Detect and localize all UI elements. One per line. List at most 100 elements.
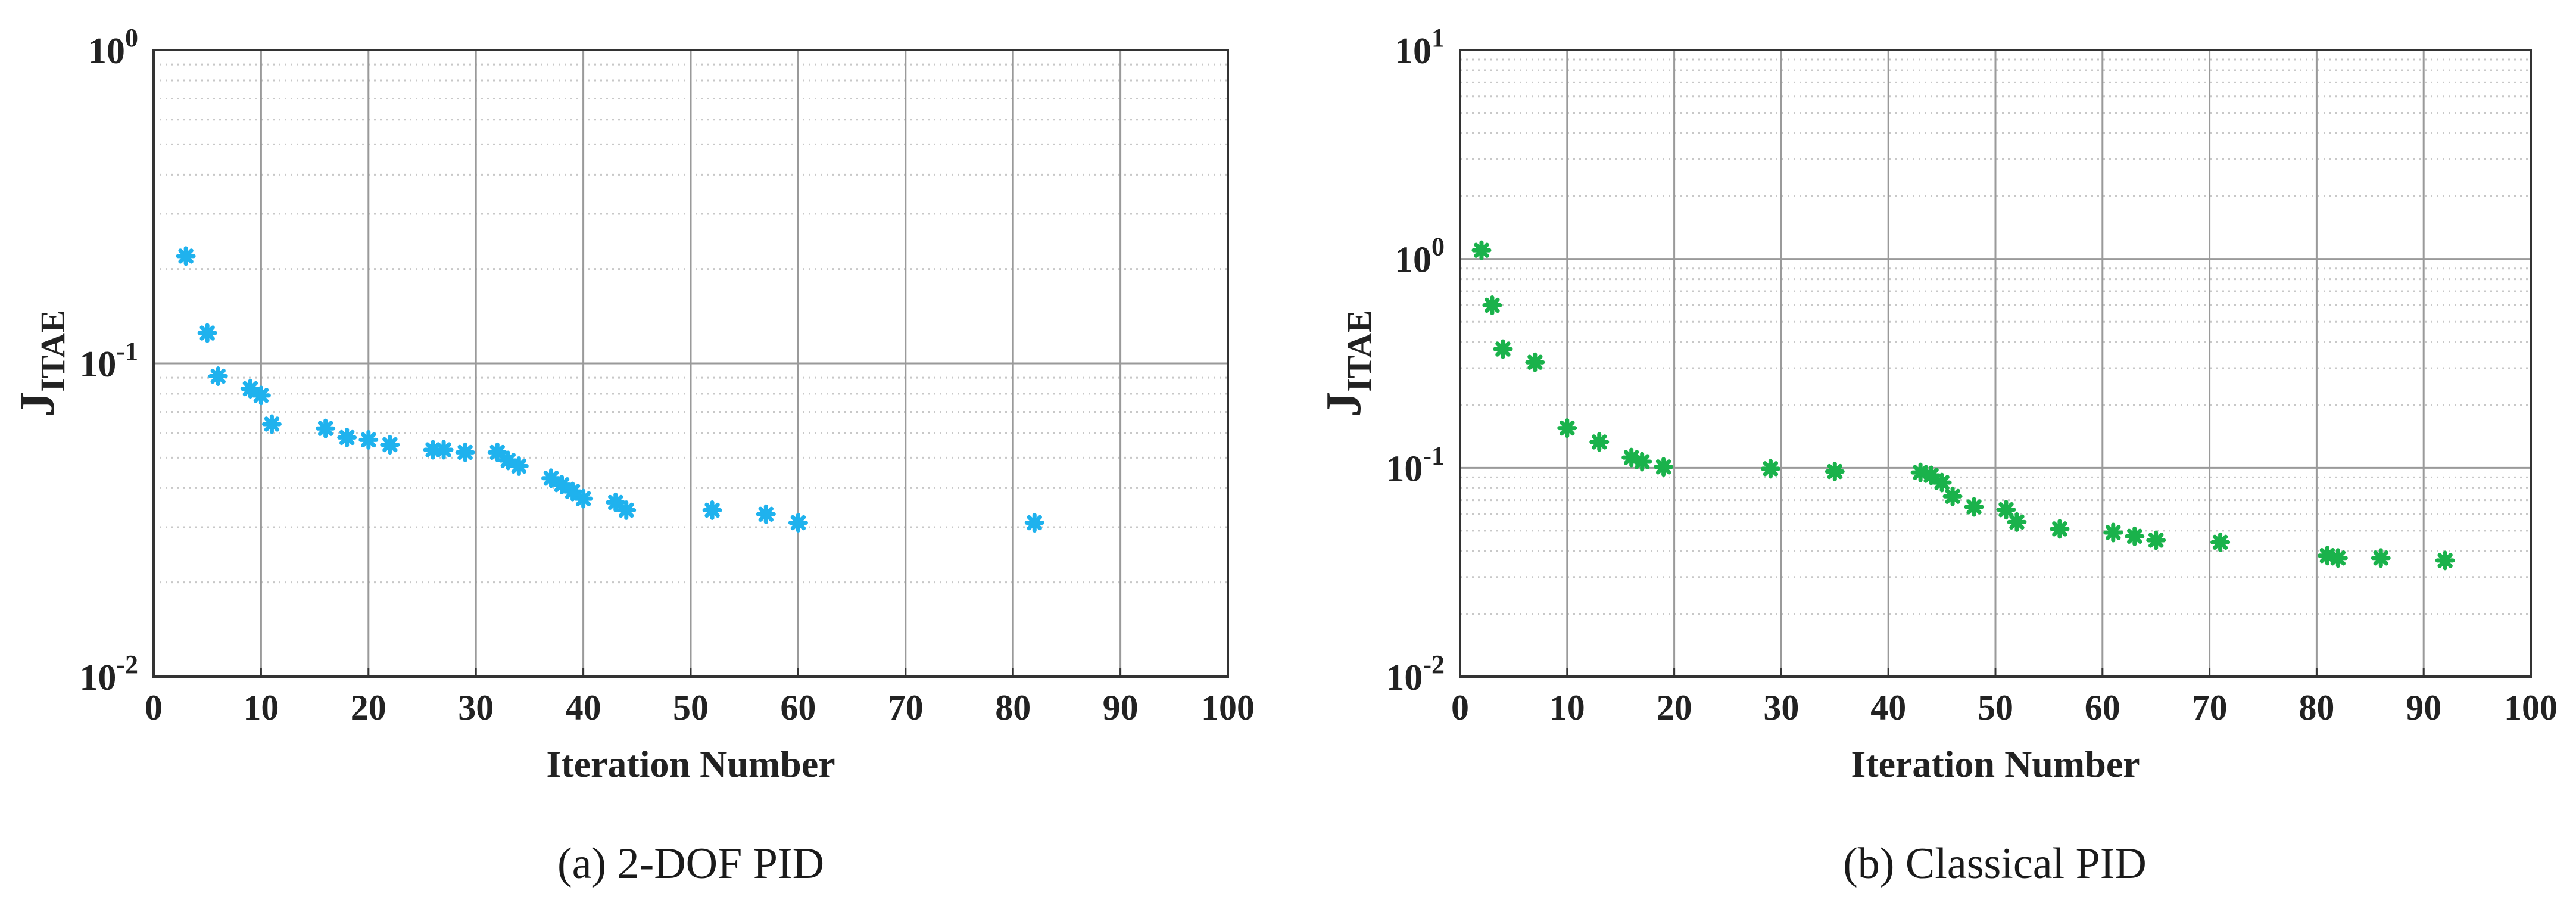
x-tick-label: 100: [2504, 688, 2558, 727]
data-point-stroke: [500, 453, 516, 468]
data-point: [616, 500, 637, 520]
data-point-stroke: [1592, 434, 1607, 450]
y-tick-label: 10-1: [79, 337, 138, 385]
x-tick-label: 90: [1103, 688, 1139, 727]
y-tick-exponent: -2: [116, 650, 138, 679]
data-point: [1760, 459, 1780, 479]
data-point: [573, 488, 594, 509]
caption-2dof-pid: (a) 2-DOF PID: [557, 839, 825, 888]
data-point-stroke: [1474, 242, 1489, 258]
x-tick-label: 60: [2085, 688, 2120, 727]
data-point-stroke: [242, 381, 258, 397]
data-point: [208, 366, 228, 387]
y-axis-label-subscript: ITAE: [33, 310, 72, 392]
data-point: [455, 442, 475, 462]
data-point-stroke: [253, 388, 269, 403]
x-tick-label: 80: [2299, 688, 2334, 727]
x-tick-label: 60: [780, 688, 816, 727]
x-tick-label: 0: [145, 688, 163, 727]
data-point: [316, 418, 336, 438]
data-point: [1493, 339, 1513, 359]
data-point-stroke: [554, 477, 570, 493]
data-point: [358, 429, 379, 450]
x-tick-label: 70: [888, 688, 924, 727]
y-tick-label: 100: [1395, 232, 1445, 281]
data-point-stroke: [565, 484, 581, 499]
data-point-stroke: [511, 458, 527, 474]
data-point: [788, 513, 808, 533]
data-point-stroke: [1655, 459, 1671, 475]
data-point: [261, 414, 282, 434]
x-tick-label: 50: [673, 688, 709, 727]
chart-panel-b: 0 10 20 30 40 50 60 70 80 90 10010-210-1100101Iter…: [1316, 23, 2558, 785]
data-point: [1024, 513, 1044, 533]
data-point: [337, 427, 357, 447]
data-point-stroke: [704, 502, 720, 518]
y-axis-label: JITAE: [1316, 310, 1379, 417]
data-point-stroke: [317, 421, 333, 436]
data-point: [1942, 486, 1963, 506]
data-point: [197, 323, 217, 343]
data-point: [176, 246, 196, 266]
y-tick-exponent: -2: [1423, 650, 1445, 679]
data-point-stroke: [382, 437, 398, 453]
data-point: [251, 385, 271, 406]
y-tick-base: 10: [79, 658, 116, 698]
data-point: [509, 456, 529, 476]
y-tick-exponent: 0: [1432, 232, 1445, 262]
data-point: [606, 492, 626, 512]
x-tick-label: 40: [566, 688, 601, 727]
data-point: [756, 504, 776, 524]
data-point-stroke: [210, 368, 226, 384]
data-point: [2050, 519, 2070, 539]
y-tick-base: 10: [79, 344, 116, 385]
data-point: [1825, 462, 1845, 482]
y-axis-label-main: J: [10, 392, 65, 417]
x-tick-label: 30: [458, 688, 494, 727]
data-point-stroke: [2052, 521, 2067, 537]
data-point-stroke: [1827, 463, 1842, 480]
data-point-stroke: [575, 491, 591, 506]
x-tick-label: 90: [2406, 688, 2441, 727]
data-point: [1632, 452, 1652, 472]
x-tick-label: 40: [1870, 688, 1906, 727]
y-tick-label: 10-2: [79, 650, 138, 698]
data-point-stroke: [1027, 515, 1042, 531]
data-point-stroke: [1923, 468, 1939, 483]
y-tick-label: 100: [88, 23, 138, 71]
x-tick-label: 0: [1451, 688, 1469, 727]
data-point-stroke: [339, 429, 355, 446]
data-point: [2435, 550, 2455, 571]
data-point-stroke: [1966, 499, 1982, 515]
data-point-stroke: [2212, 534, 2228, 550]
y-tick-label: 10-2: [1386, 650, 1445, 698]
data-point: [2328, 548, 2348, 568]
data-point: [1996, 500, 2016, 520]
y-tick-base: 10: [1386, 449, 1423, 489]
data-point-stroke: [1934, 475, 1950, 490]
data-point: [552, 475, 572, 495]
data-point-stroke: [619, 502, 634, 518]
y-axis-label-main: J: [1316, 392, 1371, 417]
data-point: [2007, 512, 2027, 532]
y-tick-label: 10-1: [1386, 441, 1445, 489]
data-point-stroke: [758, 506, 774, 522]
data-point-stroke: [457, 444, 473, 460]
data-point: [702, 500, 722, 520]
y-tick-base: 10: [1395, 31, 1432, 71]
data-point: [1589, 432, 1610, 452]
data-point-stroke: [264, 416, 280, 432]
data-point-stroke: [543, 471, 559, 486]
y-tick-base: 10: [1395, 240, 1432, 281]
data-point-stroke: [608, 494, 623, 510]
data-point-stroke: [2330, 550, 2346, 566]
data-point-stroke: [361, 432, 376, 448]
y-axis-label: JITAE: [10, 310, 72, 417]
caption-classical-pid: (b) Classical PID: [1843, 839, 2147, 888]
data-point-stroke: [436, 442, 451, 457]
data-point-stroke: [1527, 354, 1543, 370]
y-axis-label-subscript: ITAE: [1340, 310, 1379, 392]
data-point-stroke: [1485, 297, 1500, 313]
data-point-stroke: [1998, 502, 2014, 518]
data-point: [434, 440, 454, 460]
